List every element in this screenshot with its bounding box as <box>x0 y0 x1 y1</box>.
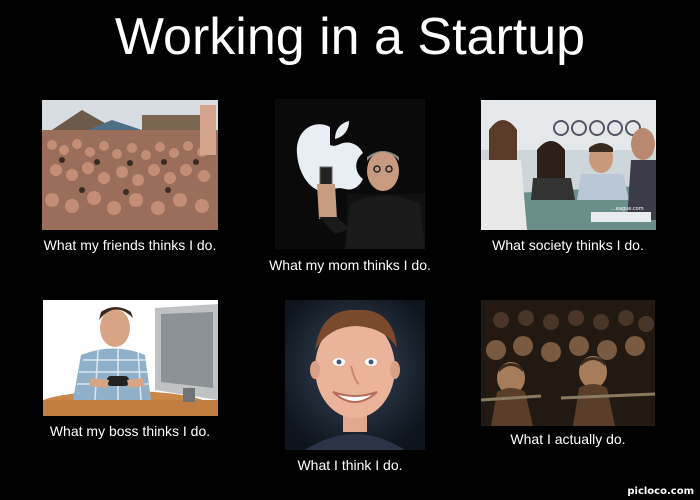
pool-party-crowd-illustration <box>42 100 218 230</box>
caption-friends: What my friends thinks I do. <box>43 237 217 253</box>
panel-self-image <box>285 300 425 450</box>
panel-actual-image <box>481 300 655 426</box>
keynote-presenter-illustration <box>275 99 425 249</box>
caption-actual: What I actually do. <box>510 431 626 447</box>
panel-boss-image <box>43 300 218 416</box>
panel-society-image: ...eague.com <box>481 100 656 230</box>
caption-society: What society thinks I do. <box>492 237 644 253</box>
meme-title: Working in a Startup <box>114 8 586 66</box>
caption-self: What I think I do. <box>297 457 403 473</box>
caption-mom: What my mom thinks I do. <box>269 257 431 273</box>
panel-friends-image <box>42 100 218 230</box>
galley-rowers-illustration <box>481 300 655 426</box>
smiling-man-portrait-illustration <box>285 300 425 450</box>
caption-boss: What my boss thinks I do. <box>49 423 211 439</box>
panel-mom-image <box>275 99 425 249</box>
business-meeting-illustration: ...eague.com <box>481 100 656 230</box>
gamer-at-computer-illustration <box>43 300 218 416</box>
svg-text:...eague.com: ...eague.com <box>611 206 644 212</box>
watermark: picloco.com <box>627 486 694 497</box>
